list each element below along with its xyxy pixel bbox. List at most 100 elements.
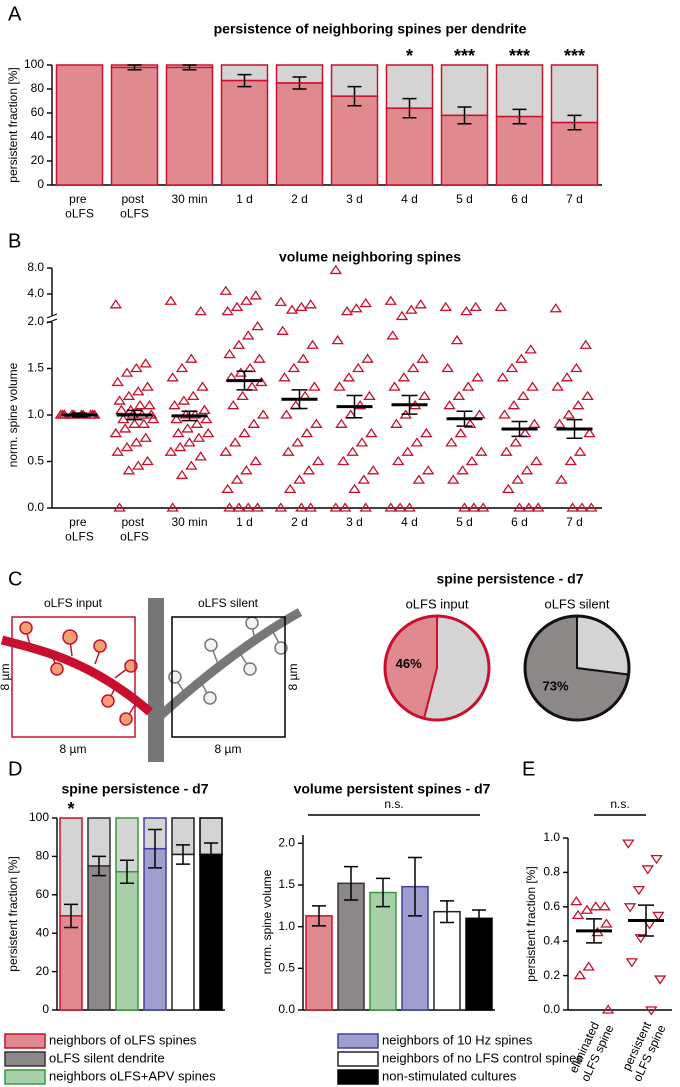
y-tick-label: 0 xyxy=(37,177,44,191)
data-point xyxy=(421,465,435,475)
data-point xyxy=(528,418,541,428)
x-tick-label: 7 d xyxy=(566,192,583,206)
data-point xyxy=(359,297,372,308)
annotation: n.s. xyxy=(610,797,629,811)
data-point xyxy=(337,455,350,466)
y-tick-label: 0.2 xyxy=(543,968,560,982)
data-point xyxy=(585,502,598,512)
bar-persistent xyxy=(495,115,544,186)
data-point xyxy=(283,483,297,494)
data-point xyxy=(113,395,126,405)
data-point xyxy=(200,413,213,424)
legend-swatch xyxy=(337,1069,379,1085)
data-point xyxy=(555,474,568,484)
data-point xyxy=(115,404,128,414)
x-tick-label: post oLFS xyxy=(120,515,149,543)
data-point xyxy=(223,348,236,359)
data-point xyxy=(573,446,587,456)
data-point xyxy=(122,390,136,401)
data-point xyxy=(365,427,378,438)
pie-edge xyxy=(383,614,491,722)
bar-persistent xyxy=(330,95,379,186)
x-tick-label: 1 d xyxy=(236,192,253,206)
data-point xyxy=(173,441,187,452)
y-tick-label: 8.0 xyxy=(27,260,44,274)
y-axis-title: persistent fraction [%] xyxy=(6,67,20,182)
data-point xyxy=(460,305,473,316)
data-point xyxy=(357,474,371,484)
data-point xyxy=(291,437,304,447)
y-tick-label: 100 xyxy=(29,810,49,824)
data-point xyxy=(251,502,264,512)
data-point xyxy=(458,502,471,512)
data-point xyxy=(505,362,519,373)
data-point xyxy=(384,502,398,512)
data-point xyxy=(502,483,515,494)
chart-title: spine persistence - d7 xyxy=(436,571,583,587)
data-point xyxy=(462,381,475,391)
data-point xyxy=(247,418,261,428)
data-point xyxy=(572,400,585,410)
bar-persistent xyxy=(440,114,489,186)
data-point xyxy=(498,409,511,419)
x-tick-label: 5 d xyxy=(456,515,473,529)
data-point xyxy=(276,325,289,335)
data-point xyxy=(293,474,306,484)
significance: * xyxy=(406,46,413,66)
x-tick-label: 1 d xyxy=(236,515,253,529)
y-tick-label: 60 xyxy=(36,887,50,901)
data-point xyxy=(117,413,130,424)
data-point xyxy=(570,362,583,373)
x-tick-label: 3 d xyxy=(346,515,363,529)
error-bar xyxy=(408,856,422,917)
data-point xyxy=(471,372,484,382)
data-point xyxy=(412,474,426,484)
data-point xyxy=(132,386,145,396)
data-point xyxy=(625,958,639,968)
data-point xyxy=(583,427,596,438)
data-point xyxy=(249,455,262,466)
data-point xyxy=(549,303,563,313)
data-point xyxy=(304,299,317,309)
legend-label: neighbors oLFS+APV spines xyxy=(49,1068,216,1083)
legend-label: neighbors of no LFS control spines xyxy=(382,1050,583,1065)
bar-persistent xyxy=(143,847,167,1011)
error-bar xyxy=(512,108,527,125)
pie-label: oLFS input xyxy=(406,596,469,611)
pie-value-label: 73% xyxy=(543,678,569,693)
data-point xyxy=(566,502,579,512)
y-tick-label: 40 xyxy=(31,129,45,143)
bar-lost xyxy=(59,817,83,917)
data-point xyxy=(443,400,456,410)
data-point xyxy=(331,334,344,345)
data-point xyxy=(496,372,509,382)
data-point xyxy=(441,362,454,373)
y-tick-label: 2.0 xyxy=(278,836,295,850)
x-tick-label: 6 d xyxy=(511,515,528,529)
x-tick-label: 5 d xyxy=(456,192,473,206)
error-bar xyxy=(376,877,390,908)
data-point xyxy=(407,362,420,373)
legend-swatch xyxy=(4,1033,46,1049)
y-tick-label: 0 xyxy=(42,1002,49,1016)
data-point xyxy=(141,381,154,391)
data-point xyxy=(653,975,667,985)
data-point xyxy=(175,362,189,373)
data-point xyxy=(308,381,321,391)
data-point xyxy=(623,903,637,913)
bar xyxy=(369,891,397,1011)
x-tick-label: persistent oLFS spine xyxy=(617,1016,669,1083)
pie-edge xyxy=(523,614,631,722)
y-axis-title: norm. spine volume xyxy=(260,869,274,974)
y-tick-label: 0.0 xyxy=(27,500,44,514)
data-point xyxy=(139,432,152,442)
scale-label: 8 µm xyxy=(215,742,242,756)
y-tick-label: 20 xyxy=(31,153,45,167)
bar xyxy=(433,910,461,1011)
silent-dendrite xyxy=(156,608,303,720)
data-point xyxy=(329,264,343,275)
bar-persistent xyxy=(87,865,111,1011)
data-point xyxy=(302,465,316,475)
data-point xyxy=(386,330,399,340)
